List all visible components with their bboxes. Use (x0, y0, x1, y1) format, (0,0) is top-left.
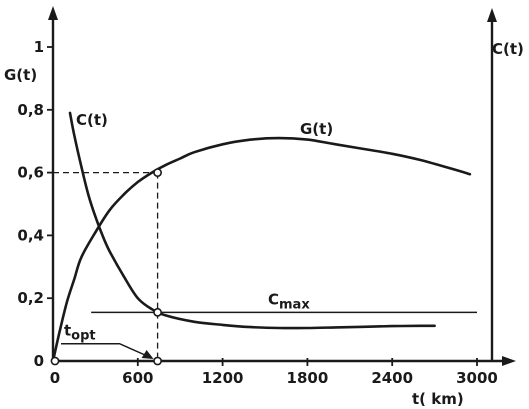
x-tick-label: 3000 (456, 369, 498, 387)
series-line-g (51, 136, 472, 363)
x-tick-label: 0 (50, 369, 60, 387)
y-tick-label: 0,8 (17, 101, 44, 119)
y-tick-label: 0,4 (17, 226, 44, 244)
y-tick-label: 0 (34, 352, 44, 370)
series-line-c (68, 111, 436, 330)
y-tick-label: 1 (34, 38, 44, 56)
topt-label: topt (64, 322, 96, 344)
series-label-c: C(t) (76, 111, 108, 129)
c-optimum-marker (153, 307, 162, 317)
y-tick-label: 0,2 (17, 289, 44, 307)
topt-axis-marker (153, 356, 162, 366)
y-tick-label: 0,6 (17, 164, 44, 182)
cmax-label: Cmax (268, 290, 310, 312)
y-axis-title-right: C(t) (492, 40, 524, 58)
x-tick-label: 1800 (287, 369, 329, 387)
y-axis-left-arrow-icon (48, 6, 58, 20)
x-tick-label: 2400 (371, 369, 413, 387)
y-axis-right-arrow-icon (487, 8, 497, 22)
y-axis-title-left: G(t) (4, 66, 37, 84)
origin-marker (50, 356, 60, 366)
optimum-point-marker (153, 168, 162, 177)
x-tick-label: 600 (122, 369, 153, 387)
topt-arrow-icon (141, 350, 154, 359)
x-tick-label: 1200 (202, 369, 244, 387)
topt-leader (61, 342, 150, 358)
series-label-g: G(t) (300, 120, 333, 138)
x-axis-arrow-icon (502, 356, 516, 366)
x-axis-title: t( km) (412, 390, 464, 408)
